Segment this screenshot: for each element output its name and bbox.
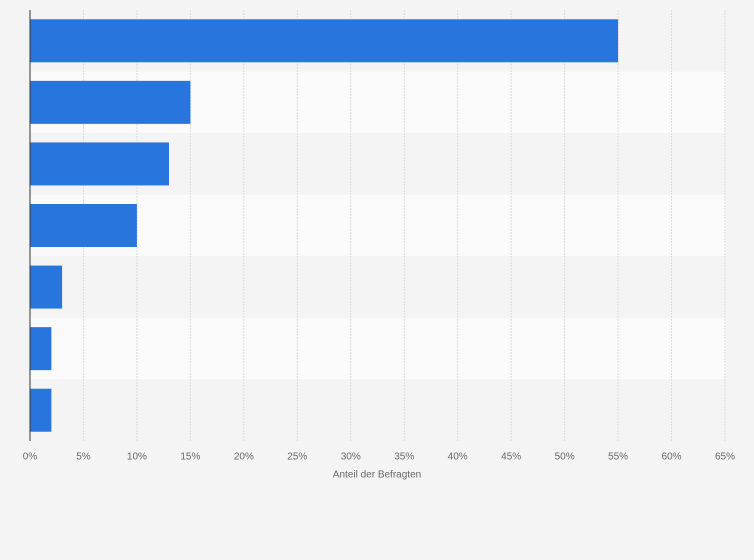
bar [30,388,52,432]
row-background [30,379,725,441]
x-tick-label: 55% [608,452,628,463]
row-background [30,194,725,257]
x-tick-label: 15% [180,452,200,463]
row-background [30,256,725,318]
x-tick-label: 50% [555,452,575,463]
bar [30,265,63,309]
x-tick-label: 25% [287,452,307,463]
bar [30,142,169,186]
x-tick-label: 20% [234,452,254,463]
x-tick-label: 65% [715,452,735,463]
bar [30,204,137,247]
x-tick-label: 35% [394,452,414,463]
x-tick-label: 10% [127,452,147,463]
bar [30,19,619,63]
x-tick-label: 60% [662,452,682,463]
x-tick-label: 30% [341,452,361,463]
x-tick-label: 40% [448,452,468,463]
x-tick-label: 45% [501,452,521,463]
x-tick-label: 5% [76,452,91,463]
x-tick-label: 0% [23,452,38,463]
x-axis-label: Anteil der Befragten [333,470,421,481]
row-background [30,317,725,380]
bar [30,80,191,124]
bar [30,327,52,371]
